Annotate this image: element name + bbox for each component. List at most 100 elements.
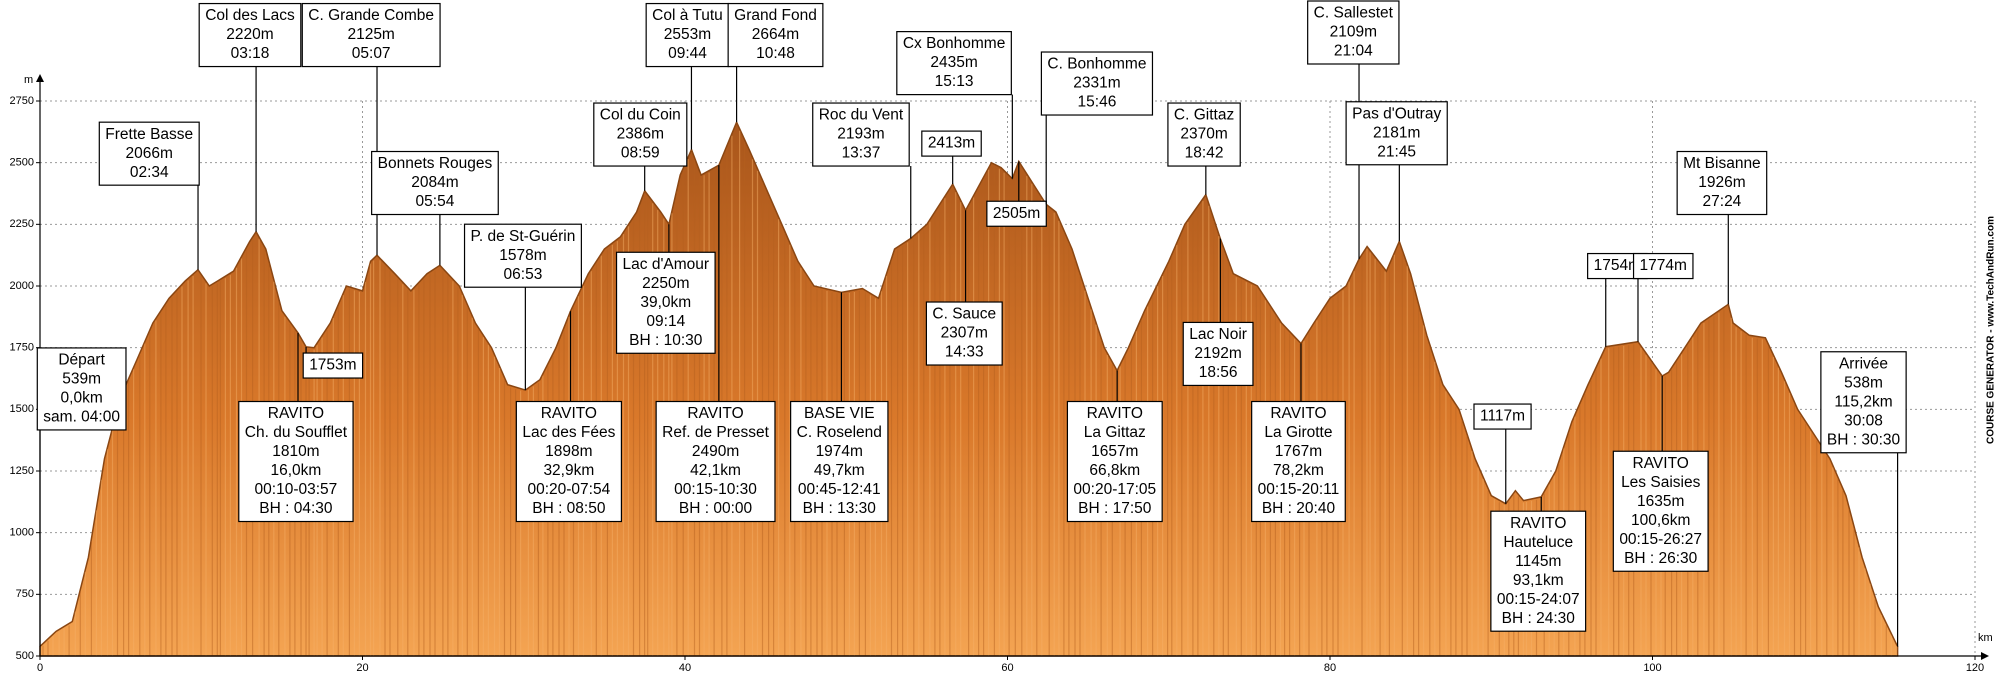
annotation-box	[1251, 400, 1346, 523]
annotation-box	[1040, 51, 1154, 116]
x-tick-label: 40	[679, 662, 691, 674]
annotation-text: 93,1km	[1513, 572, 1564, 589]
annotation-text: 0,0km	[61, 390, 103, 407]
annotation-text: RAVITO	[1510, 515, 1566, 532]
annotation-text: 39,0km	[640, 294, 691, 311]
annotation-text: Bonnets Rouges	[378, 155, 493, 172]
y-tick-label: 2250	[10, 218, 34, 230]
annotation-text: Col à Tutu	[652, 7, 723, 24]
annotation-text: P. de St-Guérin	[471, 228, 576, 245]
annotation-box	[896, 31, 1012, 96]
annotation-text: 18:42	[1185, 145, 1224, 162]
annotation-text: 115,2km	[1834, 393, 1892, 410]
annotation-text: Lac des Fées	[522, 424, 615, 441]
annotation-text: 2307m	[941, 325, 988, 342]
profile-area	[39, 120, 1899, 657]
annotation-text: 09:44	[668, 45, 707, 62]
annotation-text: C. Sauce	[932, 306, 996, 323]
y-tick-label: 2750	[10, 95, 34, 107]
y-tick-label: 2000	[10, 280, 34, 292]
annotation-text: 2490m	[692, 443, 739, 460]
annotation-text: 42,1km	[690, 462, 741, 479]
x-axis-label: km	[1978, 632, 1993, 644]
annotation-text: La Gittaz	[1084, 424, 1146, 441]
annotation-text: 2125m	[347, 26, 394, 43]
annotation-box	[515, 400, 623, 523]
annotation-box	[921, 130, 982, 157]
y-tick-label: 750	[16, 588, 34, 600]
annotation-text: 27:24	[1703, 193, 1742, 210]
annotation-box	[302, 352, 364, 379]
annotation-box	[615, 251, 716, 354]
annotation-text: 2331m	[1073, 75, 1120, 92]
annotation-box	[371, 150, 499, 216]
annotation-text: 49,7km	[814, 462, 865, 479]
annotation-box	[1473, 403, 1532, 430]
annotation-text: Les Saisies	[1621, 474, 1701, 491]
annotation-text: 13:37	[842, 145, 881, 162]
annotation-text: BH : 24:30	[1502, 610, 1576, 627]
annotation-text: 1635m	[1637, 493, 1684, 510]
annotation-text: BH : 00:00	[679, 500, 753, 517]
annotation-text: Grand Fond	[734, 7, 817, 24]
annotation-box	[1182, 321, 1254, 387]
annotation-box	[925, 301, 1003, 366]
annotation-text: C. Sallestet	[1314, 5, 1394, 22]
annotation-text: 2181m	[1373, 124, 1420, 141]
y-tick-label: 1750	[10, 342, 34, 354]
y-tick-label: 1500	[10, 403, 34, 415]
x-tick-label: 20	[356, 662, 368, 674]
annotation-text: 2413m	[928, 135, 975, 152]
annotation-text: 00:15-20:11	[1258, 481, 1340, 498]
annotation-text: 30:08	[1844, 412, 1883, 429]
annotation-box	[1820, 351, 1907, 454]
annotation-box	[812, 102, 910, 167]
x-tick-label: 120	[1966, 662, 1984, 674]
annotation-text: RAVITO	[1633, 455, 1689, 472]
annotation-text: 1117m	[1480, 408, 1525, 425]
annotation-text: 1753m	[309, 357, 356, 374]
annotation-text: BH : 10:30	[629, 332, 703, 349]
annotation-text: 1754m	[1594, 257, 1641, 274]
annotation-text: Ref. de Presset	[662, 424, 770, 441]
annotation-text: C. Roselend	[797, 424, 882, 441]
annotation-text: 100,6km	[1631, 512, 1690, 529]
annotation-text: 1926m	[1698, 174, 1745, 191]
x-tick-label: 60	[1001, 662, 1013, 674]
annotation-text: 2386m	[617, 126, 664, 143]
annotation-text: 2370m	[1180, 126, 1227, 143]
annotation-text: 66,8km	[1089, 462, 1140, 479]
annotation-box	[655, 400, 776, 523]
annotation-box	[593, 102, 688, 167]
annotation-text: RAVITO	[541, 405, 597, 422]
annotation-text: Lac d'Amour	[623, 256, 710, 273]
annotation-text: 05:54	[416, 193, 455, 210]
annotation-text: RAVITO	[1270, 405, 1326, 422]
annotation-text: Mt Bisanne	[1683, 155, 1761, 172]
annotation-box	[1167, 102, 1241, 167]
x-tick-label: 100	[1643, 662, 1661, 674]
annotation-text: La Girotte	[1264, 424, 1332, 441]
annotation-box	[1307, 0, 1400, 65]
annotation-box	[1676, 150, 1768, 216]
annotation-text: RAVITO	[268, 405, 324, 422]
annotation-text: RAVITO	[1087, 405, 1143, 422]
annotation-text: 02:34	[130, 164, 169, 181]
annotation-text: 78,2km	[1273, 462, 1324, 479]
annotations: Départ 539m 0,0km sam. 04:00 Frette Basse 206…	[36, 0, 1907, 647]
annotation-text: Pas d'Outray	[1352, 105, 1441, 122]
annotation-text: 08:59	[621, 145, 660, 162]
y-tick-label: 1250	[10, 465, 34, 477]
annotation-box	[98, 121, 200, 186]
annotation-text: 00:20-07:54	[527, 481, 610, 498]
y-axis-arrow	[36, 74, 44, 82]
annotation-box	[238, 400, 354, 523]
annotation-text: 21:04	[1334, 43, 1373, 60]
annotation-text: 1657m	[1091, 443, 1138, 460]
y-tick-label: 500	[16, 650, 34, 662]
annotation-box	[986, 200, 1047, 227]
annotation-text: Départ	[58, 352, 105, 369]
annotation-text: C. Grande Combe	[308, 7, 434, 24]
annotation-text: 15:46	[1078, 94, 1117, 111]
annotation-text: 1145m	[1515, 553, 1561, 570]
